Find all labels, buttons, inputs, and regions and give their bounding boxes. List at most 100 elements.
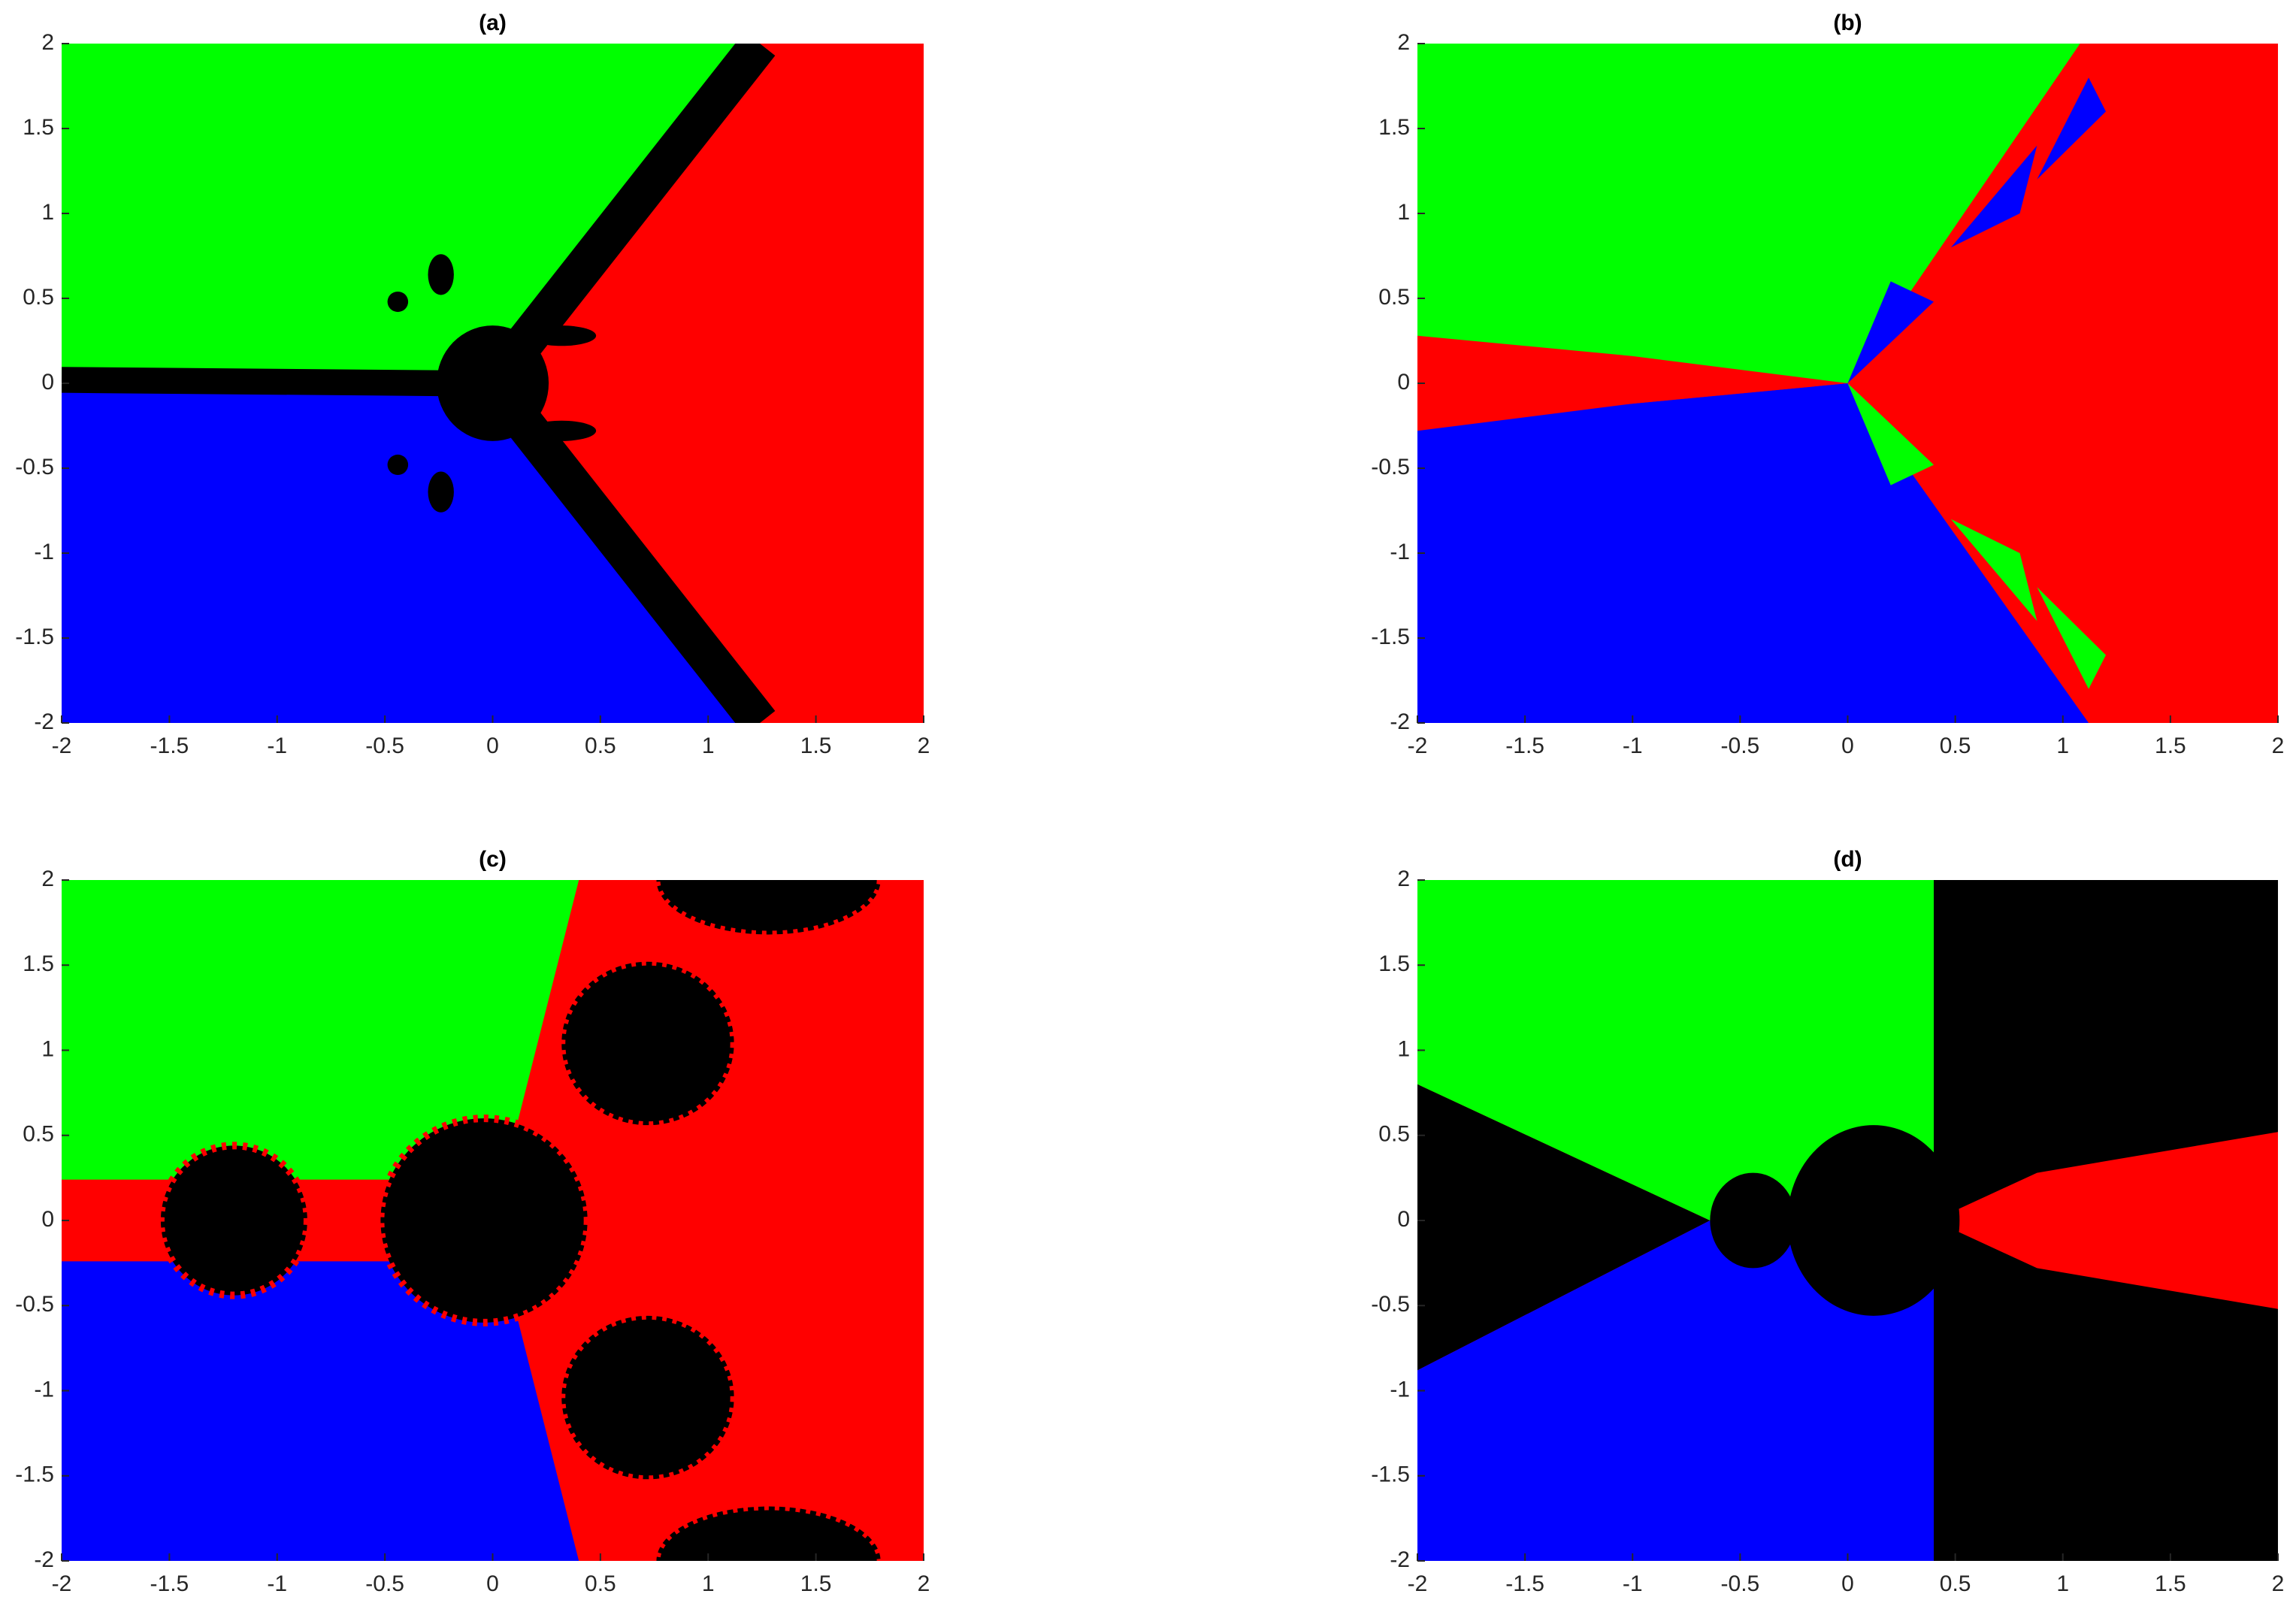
basin-blob	[1787, 1125, 1960, 1316]
x-tick-label: 1	[2056, 1571, 2069, 1596]
basin-blob	[558, 1311, 738, 1483]
y-tick-label: 0	[41, 1207, 54, 1232]
x-tick-label: 1	[702, 733, 715, 758]
x-tick-label: -2	[1408, 733, 1428, 758]
y-tick-label: 0.5	[1378, 285, 1410, 310]
basin	[2037, 77, 2106, 180]
y-tick-label: 0	[41, 370, 54, 395]
x-tick-label: -1	[1623, 733, 1643, 758]
x-tick-label: -2	[1408, 1571, 1428, 1596]
y-tick-label: 1.5	[1378, 115, 1410, 140]
x-tick-label: 0.5	[585, 1571, 616, 1596]
x-tick-label: 0.5	[585, 733, 616, 758]
x-tick-label: 1.5	[800, 733, 832, 758]
chart-title: (b)	[1833, 11, 1862, 35]
y-tick-label: -1.5	[1371, 1462, 1410, 1487]
basin	[1847, 281, 1934, 383]
basin-blob	[156, 1142, 311, 1299]
basin-blob	[652, 880, 885, 939]
x-tick-label: -2	[52, 1571, 72, 1596]
basin-blob	[527, 325, 597, 346]
basin-blob	[377, 1115, 591, 1326]
x-tick-label: 0.5	[1940, 1571, 1971, 1596]
basin-boundary	[477, 371, 776, 723]
basin-blob	[387, 291, 409, 313]
x-tick-label: -0.5	[1721, 733, 1760, 758]
basin	[1934, 880, 2278, 1220]
basin-blob	[436, 325, 549, 441]
y-tick-label: -0.5	[1371, 1292, 1410, 1317]
x-tick-label: 0	[1841, 1571, 1854, 1596]
basin-blob	[1710, 1172, 1796, 1269]
basin-blob	[387, 454, 409, 476]
basin	[1417, 383, 2089, 723]
y-tick-label: 1	[1397, 200, 1410, 225]
basin-image	[62, 880, 924, 1561]
basin	[1950, 145, 2037, 248]
y-tick-label: 1	[41, 200, 54, 225]
x-tick-label: -1.5	[150, 1571, 189, 1596]
y-tick-label: 0.5	[1378, 1122, 1410, 1147]
x-tick-label: 0	[486, 733, 499, 758]
x-tick-label: 1	[2056, 733, 2069, 758]
basin	[62, 383, 743, 723]
x-tick-label: 1.5	[2155, 1571, 2186, 1596]
basin	[1950, 519, 2037, 622]
y-tick-label: 2	[41, 30, 54, 55]
y-tick-label: -1	[34, 1377, 54, 1402]
basin	[1934, 1220, 2278, 1561]
x-tick-label: -1.5	[150, 733, 189, 758]
basin-boundary	[477, 44, 776, 395]
x-tick-label: 0	[1841, 733, 1854, 758]
y-tick-label: -0.5	[15, 1292, 54, 1317]
basin-blob	[428, 471, 454, 513]
panel: -2 -1.5 -1 -0.5 0 0.5 1 1.5 2 -2 -1.5 -1 -0.5 0 0.5 1 1.…	[15, 11, 930, 758]
basin-blob	[652, 1502, 885, 1561]
chart-title: (c)	[479, 847, 507, 872]
x-tick-label: 2	[918, 1571, 930, 1596]
x-tick-label: 2	[2272, 733, 2285, 758]
y-tick-label: 2	[1397, 867, 1410, 891]
y-tick-label: -1.5	[15, 625, 54, 649]
y-tick-label: 0	[1397, 370, 1410, 395]
x-tick-label: -1.5	[1505, 1571, 1544, 1596]
basin	[1417, 1220, 1934, 1561]
basin	[2037, 587, 2106, 689]
basin	[1417, 1084, 1711, 1371]
y-tick-label: 2	[41, 867, 54, 891]
x-tick-label: -1	[1623, 1571, 1643, 1596]
panel: -2 -1.5 -1 -0.5 0 0.5 1 1.5 2 -2 -1.5 -1 -0.5 0 0.5 1 1.…	[15, 847, 930, 1596]
basin-blob	[527, 420, 597, 441]
x-tick-label: 2	[918, 733, 930, 758]
y-tick-label: -1.5	[1371, 625, 1410, 649]
y-tick-label: -2	[34, 709, 54, 734]
x-tick-label: 1	[702, 1571, 715, 1596]
y-tick-label: -0.5	[15, 455, 54, 479]
x-tick-label: -1.5	[1505, 733, 1544, 758]
y-tick-label: -2	[1390, 709, 1410, 734]
y-tick-label: 0.5	[23, 285, 54, 310]
basin-blob	[558, 957, 738, 1130]
x-tick-label: 0.5	[1940, 733, 1971, 758]
chart-title: (d)	[1833, 847, 1862, 872]
x-tick-label: -0.5	[365, 733, 404, 758]
y-tick-label: 1	[41, 1036, 54, 1061]
x-tick-label: -2	[52, 733, 72, 758]
basin-image	[1417, 880, 2278, 1561]
y-tick-label: 1.5	[23, 115, 54, 140]
y-tick-label: -1	[34, 540, 54, 564]
basin-image	[1417, 44, 2278, 723]
x-tick-label: 0	[486, 1571, 499, 1596]
x-tick-label: 1.5	[2155, 733, 2186, 758]
y-tick-label: -2	[34, 1547, 54, 1572]
y-tick-label: 1.5	[1378, 951, 1410, 976]
basin	[1417, 880, 1934, 1220]
x-tick-label: -1	[267, 1571, 287, 1596]
y-tick-label: -1	[1390, 540, 1410, 564]
x-tick-label: -0.5	[365, 1571, 404, 1596]
x-tick-label: -1	[267, 733, 287, 758]
y-tick-label: 1	[1397, 1036, 1410, 1061]
basin	[1417, 44, 2080, 383]
